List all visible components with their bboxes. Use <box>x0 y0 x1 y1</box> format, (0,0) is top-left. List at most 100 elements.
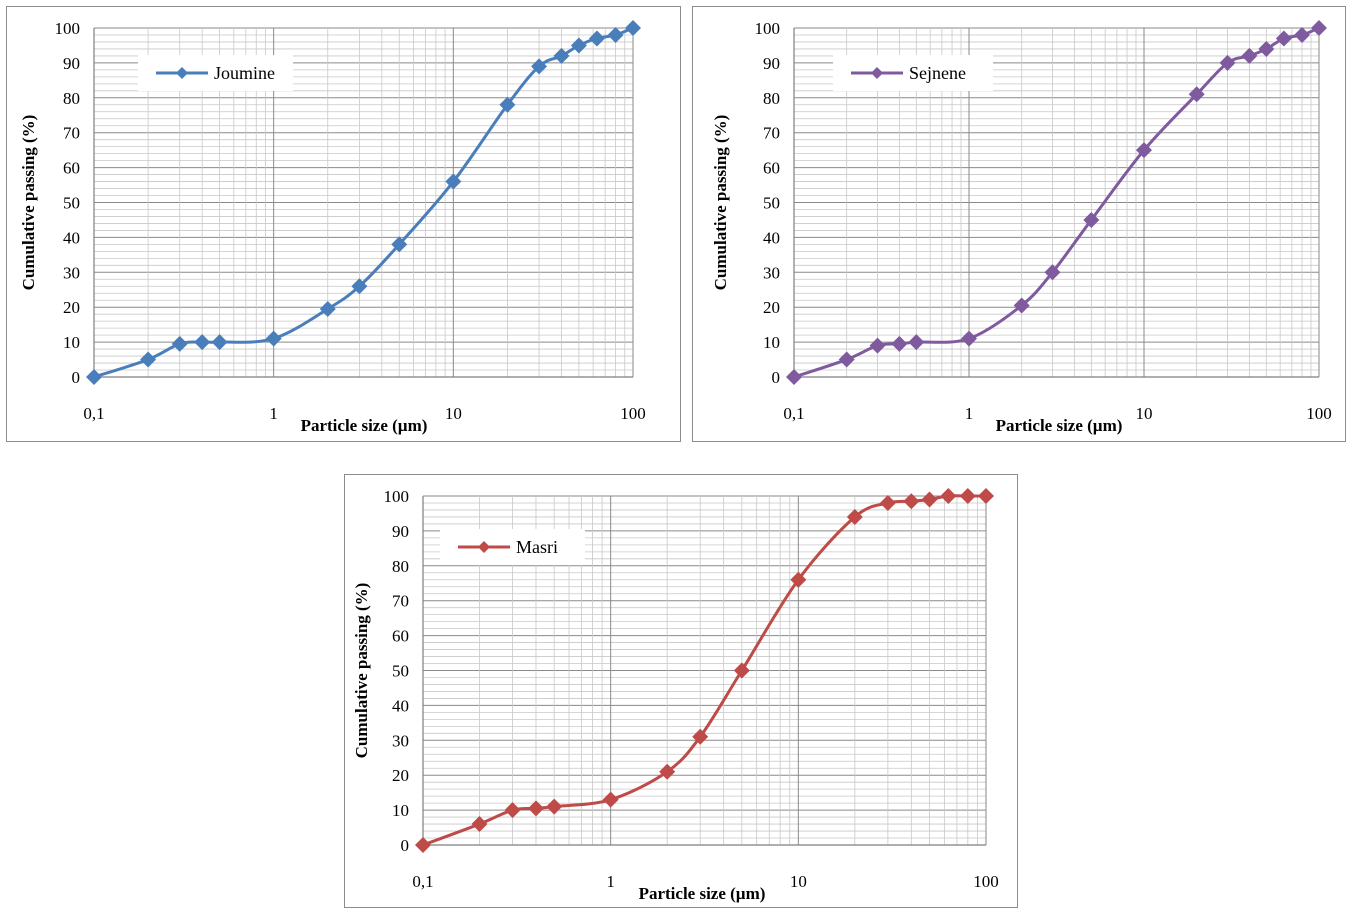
data-point-marker <box>471 816 488 833</box>
data-point-marker <box>527 800 544 817</box>
y-axis-title: Cumulative passing (%) <box>711 115 730 291</box>
data-point-marker <box>140 351 157 368</box>
y-tick-label: 40 <box>63 228 80 247</box>
y-tick-label: 10 <box>763 333 780 352</box>
x-axis-title: Particle size (µm) <box>639 884 766 903</box>
y-tick-label: 40 <box>392 696 409 715</box>
legend-label: Joumine <box>214 63 275 83</box>
data-point-marker <box>1188 86 1205 103</box>
x-tick-label: 100 <box>1306 404 1332 423</box>
y-tick-label: 80 <box>763 89 780 108</box>
data-point-marker <box>908 334 925 351</box>
data-point-marker <box>959 488 976 504</box>
data-point-marker <box>659 763 676 780</box>
x-axis-title: Particle size (µm) <box>301 416 428 435</box>
y-tick-label: 50 <box>392 662 409 681</box>
data-point-marker <box>86 369 102 385</box>
legend: Joumine <box>138 55 293 91</box>
x-tick-label: 0,1 <box>783 404 804 423</box>
y-tick-label: 30 <box>392 731 409 750</box>
chart-panel-joumine: 0 10 20 30 40 50 60 70 80 90 100 0,1 1 10 100 Particle … <box>6 6 681 442</box>
y-axis-title: Cumulative passing (%) <box>352 583 371 759</box>
data-point-marker <box>351 278 368 295</box>
data-point-marker <box>553 47 570 64</box>
x-tick-label: 0,1 <box>83 404 104 423</box>
chart-panel-masri: 0 10 20 30 40 50 60 70 80 90 100 0,1 1 10 100 Particle … <box>344 474 1018 908</box>
data-point-marker <box>869 337 886 354</box>
legend-label: Sejnene <box>909 63 966 83</box>
chart-panel-sejnene: 0 10 20 30 40 50 60 70 80 90 100 0,1 1 10 100 Particle … <box>692 6 1346 442</box>
x-axis-title: Particle size (µm) <box>996 416 1123 435</box>
y-tick-label: 10 <box>392 801 409 820</box>
x-tick-label: 10 <box>790 872 807 891</box>
y-tick-label: 30 <box>763 263 780 282</box>
chart-masri: 0 10 20 30 40 50 60 70 80 90 100 0,1 1 10 100 Particle … <box>352 487 999 903</box>
data-point-marker <box>838 351 855 368</box>
chart-joumine: 0 10 20 30 40 50 60 70 80 90 100 0,1 1 10 100 Particle … <box>19 19 646 435</box>
legend-marker <box>478 541 490 553</box>
data-point-marker <box>978 488 994 504</box>
y-tick-label: 10 <box>63 333 80 352</box>
x-tick-label: 1 <box>965 404 974 423</box>
data-point-marker <box>588 30 605 47</box>
x-tick-label: 10 <box>445 404 462 423</box>
legend-marker <box>176 67 188 79</box>
data-point-marker <box>602 791 619 808</box>
legend-label: Masri <box>516 537 558 557</box>
data-point-marker <box>625 20 641 36</box>
legend: Masri <box>440 529 585 565</box>
chart-sejnene: 0 10 20 30 40 50 60 70 80 90 100 0,1 1 10 100 Particle … <box>711 19 1332 435</box>
data-point-marker <box>1311 20 1327 36</box>
y-tick-label: 50 <box>763 194 780 213</box>
data-point-marker <box>1044 264 1061 281</box>
data-point-marker <box>891 335 908 352</box>
legend-marker <box>871 67 883 79</box>
data-point-marker <box>391 236 408 253</box>
data-point-marker <box>733 662 750 679</box>
y-tick-label: 70 <box>63 124 80 143</box>
data-point-marker <box>546 798 563 815</box>
y-tick-label: 50 <box>63 194 80 213</box>
y-axis-title: Cumulative passing (%) <box>19 115 38 291</box>
data-point-marker <box>1219 54 1236 71</box>
data-point-marker <box>1013 297 1030 314</box>
data-point-marker <box>692 728 709 745</box>
x-tick-label: 1 <box>606 872 615 891</box>
y-tick-label: 20 <box>63 298 80 317</box>
data-point-marker <box>846 508 863 525</box>
data-point-marker <box>786 369 802 385</box>
x-tick-label: 10 <box>1136 404 1153 423</box>
y-tick-label: 100 <box>55 19 81 38</box>
data-point-marker <box>504 802 521 819</box>
y-tick-label: 40 <box>763 228 780 247</box>
data-point-marker <box>1294 26 1311 43</box>
data-point-marker <box>499 96 516 113</box>
data-point-marker <box>1275 30 1292 47</box>
y-tick-label: 30 <box>63 263 80 282</box>
y-tick-label: 60 <box>763 159 780 178</box>
y-tick-label: 80 <box>392 557 409 576</box>
y-tick-label: 70 <box>392 592 409 611</box>
y-tick-label: 70 <box>763 124 780 143</box>
data-point-marker <box>265 330 282 347</box>
data-point-marker <box>319 300 336 317</box>
data-point-marker <box>211 334 228 351</box>
y-tick-label: 0 <box>772 368 781 387</box>
y-tick-label: 60 <box>392 627 409 646</box>
data-point-marker <box>879 494 896 511</box>
y-tick-label: 100 <box>384 487 410 506</box>
data-point-marker <box>1241 47 1258 64</box>
data-point-marker <box>415 837 431 853</box>
x-tick-label: 100 <box>973 872 999 891</box>
y-tick-label: 60 <box>63 159 80 178</box>
y-tick-label: 20 <box>763 298 780 317</box>
y-tick-label: 90 <box>63 54 80 73</box>
data-point-marker <box>607 26 624 43</box>
data-point-marker <box>445 173 462 190</box>
data-point-marker <box>1083 211 1100 228</box>
legend: Sejnene <box>833 55 993 91</box>
data-point-marker <box>940 488 957 504</box>
y-tick-label: 0 <box>72 368 81 387</box>
data-point-marker <box>531 58 548 75</box>
x-tick-label: 1 <box>269 404 278 423</box>
